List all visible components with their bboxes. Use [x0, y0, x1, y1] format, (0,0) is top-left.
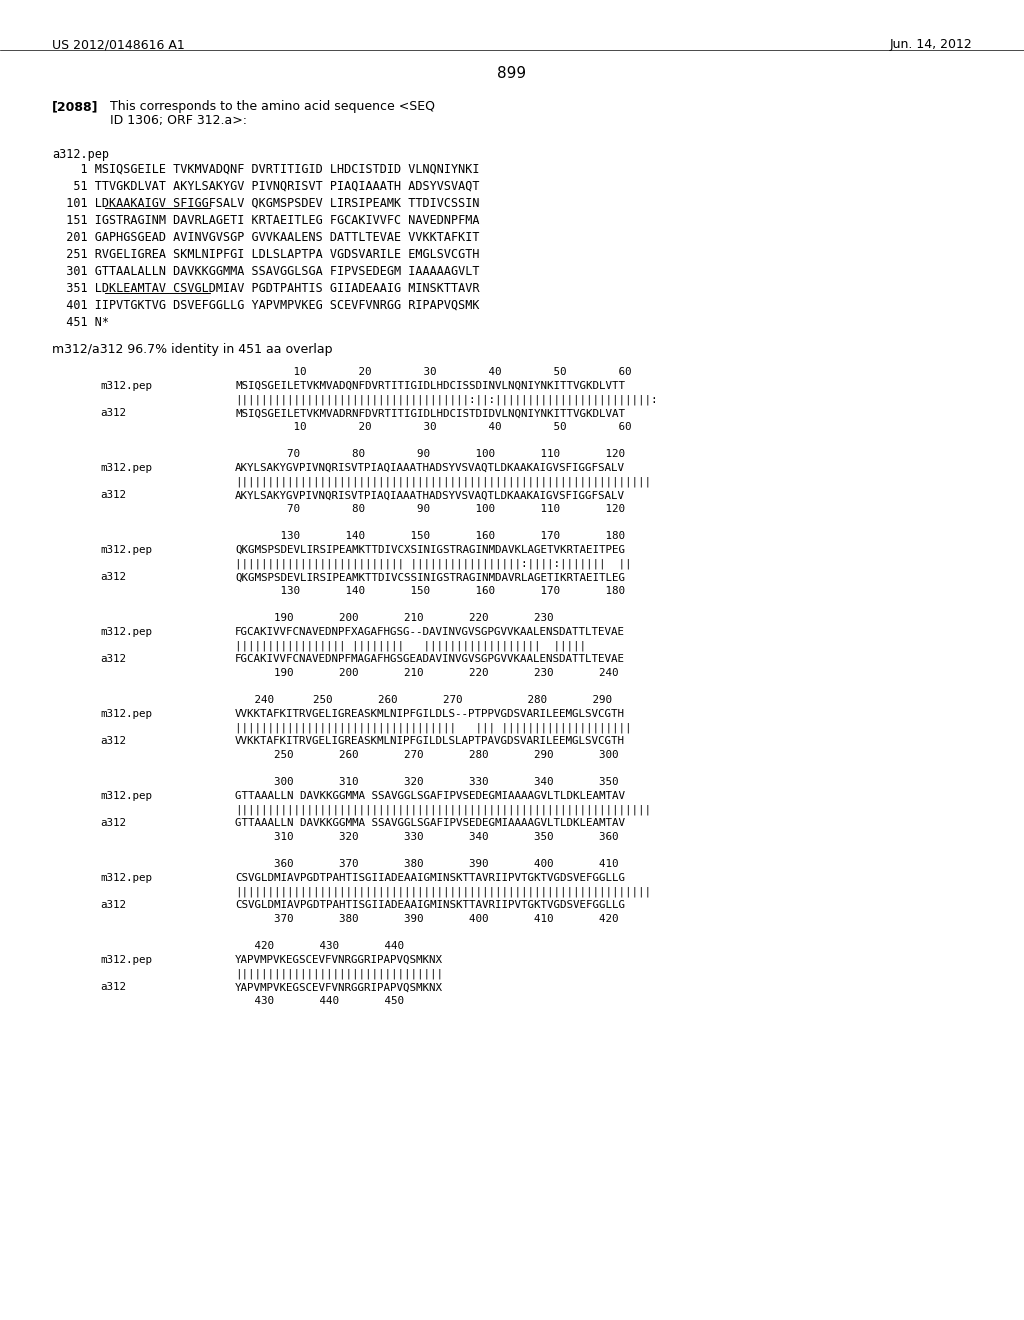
Text: m312.pep: m312.pep — [100, 380, 152, 391]
Text: a312: a312 — [100, 408, 126, 418]
Text: a312: a312 — [100, 655, 126, 664]
Text: [2088]: [2088] — [52, 100, 98, 114]
Text: m312.pep: m312.pep — [100, 873, 152, 883]
Text: a312: a312 — [100, 491, 126, 500]
Text: 300       310       320       330       340       350: 300 310 320 330 340 350 — [234, 777, 618, 787]
Text: 430       440       450: 430 440 450 — [234, 997, 404, 1006]
Text: Jun. 14, 2012: Jun. 14, 2012 — [889, 38, 972, 51]
Text: FGCAKIVVFCNAVEDNPFMAGAFHGSGEADAVINVGVSGPGVVKAALENSDATTLTEVAE: FGCAKIVVFCNAVEDNPFMAGAFHGSGEADAVINVGVSGP… — [234, 655, 625, 664]
Text: m312.pep: m312.pep — [100, 545, 152, 554]
Text: 130       140       150       160       170       180: 130 140 150 160 170 180 — [234, 531, 625, 541]
Text: m312.pep: m312.pep — [100, 709, 152, 719]
Text: m312/a312 96.7% identity in 451 aa overlap: m312/a312 96.7% identity in 451 aa overl… — [52, 343, 333, 356]
Text: YAPVMPVKEGSCEVFVNRGGRIPAPVQSMKNX: YAPVMPVKEGSCEVFVNRGGRIPAPVQSMKNX — [234, 982, 443, 993]
Text: ||||||||||||||||||||||||||||||||||||:||:||||||||||||||||||||||||:: ||||||||||||||||||||||||||||||||||||:||:… — [234, 395, 657, 405]
Text: US 2012/0148616 A1: US 2012/0148616 A1 — [52, 38, 184, 51]
Text: ||||||||||||||||||||||||||||||||||||||||||||||||||||||||||||||||: ||||||||||||||||||||||||||||||||||||||||… — [234, 477, 651, 487]
Text: CSVGLDMIAVPGDTPAHTISGIIADEAAIGMINSKTTAVRIIPVTGKTVGDSVEFGGLLG: CSVGLDMIAVPGDTPAHTISGIIADEAAIGMINSKTTAVR… — [234, 900, 625, 911]
Text: GTTAAALLN DAVKKGGMMA SSAVGGLSGAFIPVSEDEGMIAAAAGVLTLDKLEAMTAV: GTTAAALLN DAVKKGGMMA SSAVGGLSGAFIPVSEDEG… — [234, 818, 625, 829]
Text: 401 IIPVTGKTVG DSVEFGGLLG YAPVMPVKEG SCEVFVNRGG RIPAPVQSMK: 401 IIPVTGKTVG DSVEFGGLLG YAPVMPVKEG SCE… — [52, 300, 479, 312]
Text: 251 RVGELIGREA SKMLNIPFGI LDLSLAPTPA VGDSVARILE EMGLSVCGTH: 251 RVGELIGREA SKMLNIPFGI LDLSLAPTPA VGD… — [52, 248, 479, 261]
Text: m312.pep: m312.pep — [100, 954, 152, 965]
Text: m312.pep: m312.pep — [100, 463, 152, 473]
Text: 301 GTTAALALLN DAVKKGGMMA SSAVGGLSGA FIPVSEDEGM IAAAAAGVLT: 301 GTTAALALLN DAVKKGGMMA SSAVGGLSGA FIP… — [52, 265, 479, 279]
Text: m312.pep: m312.pep — [100, 791, 152, 801]
Text: FGCAKIVVFCNAVEDNPFXAGAFHGSG--DAVINVGVSGPGVVKAALENSDATTLTEVAE: FGCAKIVVFCNAVEDNPFXAGAFHGSG--DAVINVGVSGP… — [234, 627, 625, 636]
Text: CSVGLDMIAVPGDTPAHTISGIIADEAAIGMINSKTTAVRIIPVTGKTVGDSVEFGGLLG: CSVGLDMIAVPGDTPAHTISGIIADEAAIGMINSKTTAVR… — [234, 873, 625, 883]
Text: a312: a312 — [100, 900, 126, 911]
Text: |||||||||||||||||||||||||| |||||||||||||||||:||||:|||||||  ||: |||||||||||||||||||||||||| |||||||||||||… — [234, 558, 632, 569]
Text: 10        20        30        40        50        60: 10 20 30 40 50 60 — [234, 422, 632, 432]
Text: ID 1306; ORF 312.a>:: ID 1306; ORF 312.a>: — [110, 114, 247, 127]
Text: YAPVMPVKEGSCEVFVNRGGRIPAPVQSMKNX: YAPVMPVKEGSCEVFVNRGGRIPAPVQSMKNX — [234, 954, 443, 965]
Text: 351 LDKLEAMTAV CSVGLDMIAV PGDTPAHTIS GIIADEAAIG MINSKTTAVR: 351 LDKLEAMTAV CSVGLDMIAV PGDTPAHTIS GII… — [52, 282, 479, 294]
Text: a312: a312 — [100, 818, 126, 829]
Text: 240      250       260       270          280       290: 240 250 260 270 280 290 — [234, 696, 612, 705]
Text: 10        20        30        40        50        60: 10 20 30 40 50 60 — [234, 367, 632, 378]
Text: a312: a312 — [100, 573, 126, 582]
Text: 360       370       380       390       400       410: 360 370 380 390 400 410 — [234, 859, 618, 869]
Text: 190       200       210       220       230: 190 200 210 220 230 — [234, 612, 554, 623]
Text: AKYLSAKYGVPIVNQRISVTPIAQIAAATHADSYVSVAQTLDKAAKAIGVSFIGGFSALV: AKYLSAKYGVPIVNQRISVTPIAQIAAATHADSYVSVAQT… — [234, 491, 625, 500]
Text: AKYLSAKYGVPIVNQRISVTPIAQIAAATHADSYVSVAQTLDKAAKAIGVSFIGGFSALV: AKYLSAKYGVPIVNQRISVTPIAQIAAATHADSYVSVAQT… — [234, 463, 625, 473]
Text: ||||||||||||||||||||||||||||||||||||||||||||||||||||||||||||||||: ||||||||||||||||||||||||||||||||||||||||… — [234, 805, 651, 814]
Text: GTTAAALLN DAVKKGGMMA SSAVGGLSGAFIPVSEDEGMIAAAAGVLTLDKLEAMTAV: GTTAAALLN DAVKKGGMMA SSAVGGLSGAFIPVSEDEG… — [234, 791, 625, 801]
Text: 70        80        90       100       110       120: 70 80 90 100 110 120 — [234, 504, 625, 515]
Text: 370       380       390       400       410       420: 370 380 390 400 410 420 — [234, 915, 618, 924]
Text: 420       430       440: 420 430 440 — [234, 941, 404, 950]
Text: 70        80        90       100       110       120: 70 80 90 100 110 120 — [234, 449, 625, 459]
Text: 130       140       150       160       170       180: 130 140 150 160 170 180 — [234, 586, 625, 597]
Text: 250       260       270       280       290       300: 250 260 270 280 290 300 — [234, 750, 618, 760]
Text: 151 IGSTRAGINM DAVRLAGETI KRTAEITLEG FGCAKIVVFC NAVEDNPFMA: 151 IGSTRAGINM DAVRLAGETI KRTAEITLEG FGC… — [52, 214, 479, 227]
Text: 201 GAPHGSGEAD AVINVGVSGP GVVKAALENS DATTLTEVAE VVKKTAFKIT: 201 GAPHGSGEAD AVINVGVSGP GVVKAALENS DAT… — [52, 231, 479, 244]
Text: 451 N*: 451 N* — [52, 315, 109, 329]
Text: a312: a312 — [100, 737, 126, 746]
Text: 899: 899 — [498, 66, 526, 81]
Text: a312: a312 — [100, 982, 126, 993]
Text: MSIQSGEILETVKMVADRNFDVRTITIGIDLHDCISTDIDVLNQNIYNKITTVGKDLVAT: MSIQSGEILETVKMVADRNFDVRTITIGIDLHDCISTDID… — [234, 408, 625, 418]
Text: 310       320       330       340       350       360: 310 320 330 340 350 360 — [234, 832, 618, 842]
Text: QKGMSPSDEVLIRSIPEAMKTTDIVCSSINIGSTRAGINMDAVRLAGETIKRTAEITLEG: QKGMSPSDEVLIRSIPEAMKTTDIVCSSINIGSTRAGINM… — [234, 573, 625, 582]
Text: This corresponds to the amino acid sequence <SEQ: This corresponds to the amino acid seque… — [110, 100, 435, 114]
Text: 1 MSIQSGEILE TVKMVADQNF DVRTITIGID LHDCISTDID VLNQNIYNKI: 1 MSIQSGEILE TVKMVADQNF DVRTITIGID LHDCI… — [52, 162, 479, 176]
Text: VVKKTAFKITRVGELIGREASKMLNIPFGILDLSLAPTPAVGDSVARILEEMGLSVCGTH: VVKKTAFKITRVGELIGREASKMLNIPFGILDLSLAPTPA… — [234, 737, 625, 746]
Text: MSIQSGEILETVKMVADQNFDVRTITIGIDLHDCISSDINVLNQNIYNKITTVGKDLVTT: MSIQSGEILETVKMVADQNFDVRTITIGIDLHDCISSDIN… — [234, 380, 625, 391]
Text: 190       200       210       220       230       240: 190 200 210 220 230 240 — [234, 668, 618, 678]
Text: ||||||||||||||||||||||||||||||||||||||||||||||||||||||||||||||||: ||||||||||||||||||||||||||||||||||||||||… — [234, 887, 651, 898]
Text: ||||||||||||||||||||||||||||||||||   ||| ||||||||||||||||||||: |||||||||||||||||||||||||||||||||| ||| |… — [234, 722, 632, 733]
Text: ||||||||||||||||| ||||||||   ||||||||||||||||||  |||||: ||||||||||||||||| |||||||| |||||||||||||… — [234, 640, 586, 651]
Text: VVKKTAFKITRVGELIGREASKMLNIPFGILDLS--PTPPVGDSVARILEEMGLSVCGTH: VVKKTAFKITRVGELIGREASKMLNIPFGILDLS--PTPP… — [234, 709, 625, 719]
Text: a312.pep: a312.pep — [52, 148, 109, 161]
Text: 51 TTVGKDLVAT AKYLSAKYGV PIVNQRISVT PIAQIAAATH ADSYVSVAQT: 51 TTVGKDLVAT AKYLSAKYGV PIVNQRISVT PIAQ… — [52, 180, 479, 193]
Text: QKGMSPSDEVLIRSIPEAMKTTDIVCXSINIGSTRAGINMDAVKLAGETVKRTAEITPEG: QKGMSPSDEVLIRSIPEAMKTTDIVCXSINIGSTRAGINM… — [234, 545, 625, 554]
Text: ||||||||||||||||||||||||||||||||: |||||||||||||||||||||||||||||||| — [234, 969, 443, 979]
Text: m312.pep: m312.pep — [100, 627, 152, 636]
Text: 101 LDKAAKAIGV SFIGGFSALV QKGMSPSDEV LIRSIPEAMK TTDIVCSSIN: 101 LDKAAKAIGV SFIGGFSALV QKGMSPSDEV LIR… — [52, 197, 479, 210]
